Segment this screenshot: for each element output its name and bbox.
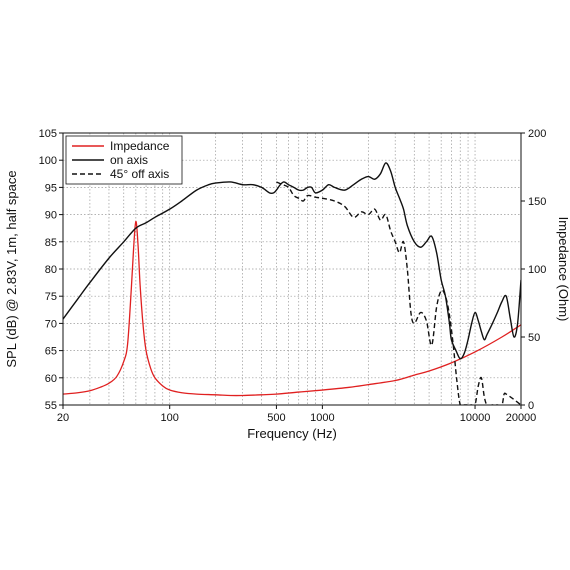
series-lines xyxy=(63,162,521,405)
x-tick-label: 500 xyxy=(267,412,285,424)
y2-tick-label: 0 xyxy=(528,400,534,412)
y-tick-label: 100 xyxy=(39,155,57,167)
y-axis-title: SPL (dB) @ 2.83V, 1m, half space xyxy=(4,170,19,367)
y2-tick-label: 50 xyxy=(528,332,540,344)
series-line-impedance xyxy=(63,220,521,397)
grid-lines xyxy=(63,133,521,405)
y-tick-label: 60 xyxy=(45,373,57,385)
y2-tick-label: 100 xyxy=(528,264,546,276)
y-tick-label: 80 xyxy=(45,264,57,276)
series-line-45-off-axis xyxy=(276,181,521,405)
x-tick-label: 20000 xyxy=(506,412,537,424)
series-line-on-axis xyxy=(63,162,521,360)
y2-tick-label: 150 xyxy=(528,196,546,208)
y-tick-label: 70 xyxy=(45,318,57,330)
y-tick-label: 105 xyxy=(39,128,57,140)
x-tick-label: 10000 xyxy=(460,412,491,424)
legend: Impedance on axis 45° off axis xyxy=(65,135,183,185)
legend-label-on-axis: on axis xyxy=(110,153,148,167)
y-tick-label: 55 xyxy=(45,400,57,412)
x-tick-label: 100 xyxy=(161,412,179,424)
y-tick-label: 90 xyxy=(45,210,57,222)
legend-label-impedance: Impedance xyxy=(110,139,170,153)
axis-ticks: 20 100 500 1000 10000 20000556065707580859095… xyxy=(39,128,547,424)
legend-label-45-off-axis: 45° off axis xyxy=(110,167,169,181)
x-axis-title: Frequency (Hz) xyxy=(247,426,337,441)
y2-axis-title: Impedance (Ohm) xyxy=(556,217,570,322)
y2-tick-label: 200 xyxy=(528,128,546,140)
x-tick-label: 20 xyxy=(57,412,69,424)
y-tick-label: 85 xyxy=(45,237,57,249)
y-tick-label: 75 xyxy=(45,291,57,303)
y-tick-label: 65 xyxy=(45,346,57,358)
x-tick-label: 1000 xyxy=(310,412,334,424)
y-tick-label: 95 xyxy=(45,182,57,194)
